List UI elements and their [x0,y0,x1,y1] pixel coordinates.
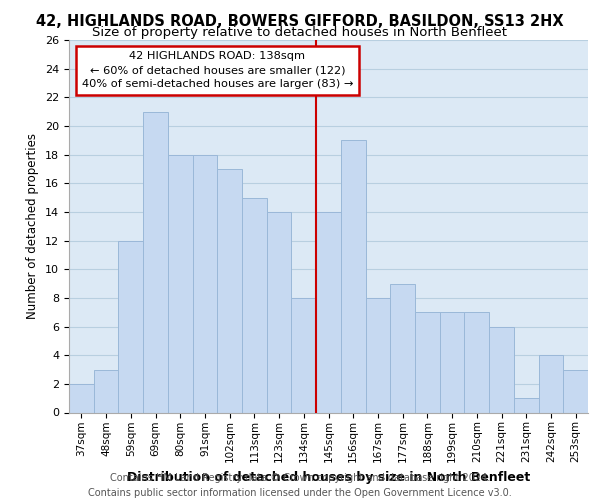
Bar [341,140,365,412]
Text: Contains HM Land Registry data © Crown copyright and database right 2024.
Contai: Contains HM Land Registry data © Crown c… [88,472,512,498]
Bar [69,384,94,412]
Bar [217,169,242,412]
Bar [415,312,440,412]
Text: 42 HIGHLANDS ROAD: 138sqm
← 60% of detached houses are smaller (122)
40% of semi: 42 HIGHLANDS ROAD: 138sqm ← 60% of detac… [82,52,353,90]
Bar [365,298,390,412]
Bar [242,198,267,412]
Bar [118,240,143,412]
X-axis label: Distribution of detached houses by size in North Benfleet: Distribution of detached houses by size … [127,470,530,484]
Text: 42, HIGHLANDS ROAD, BOWERS GIFFORD, BASILDON, SS13 2HX: 42, HIGHLANDS ROAD, BOWERS GIFFORD, BASI… [36,14,564,29]
Bar [563,370,588,412]
Bar [94,370,118,412]
Bar [514,398,539,412]
Bar [489,326,514,412]
Bar [168,154,193,412]
Bar [440,312,464,412]
Bar [390,284,415,412]
Bar [539,355,563,412]
Bar [292,298,316,412]
Bar [316,212,341,412]
Bar [464,312,489,412]
Bar [143,112,168,412]
Bar [193,154,217,412]
Bar [267,212,292,412]
Y-axis label: Number of detached properties: Number of detached properties [26,133,40,320]
Text: Size of property relative to detached houses in North Benfleet: Size of property relative to detached ho… [92,26,508,39]
